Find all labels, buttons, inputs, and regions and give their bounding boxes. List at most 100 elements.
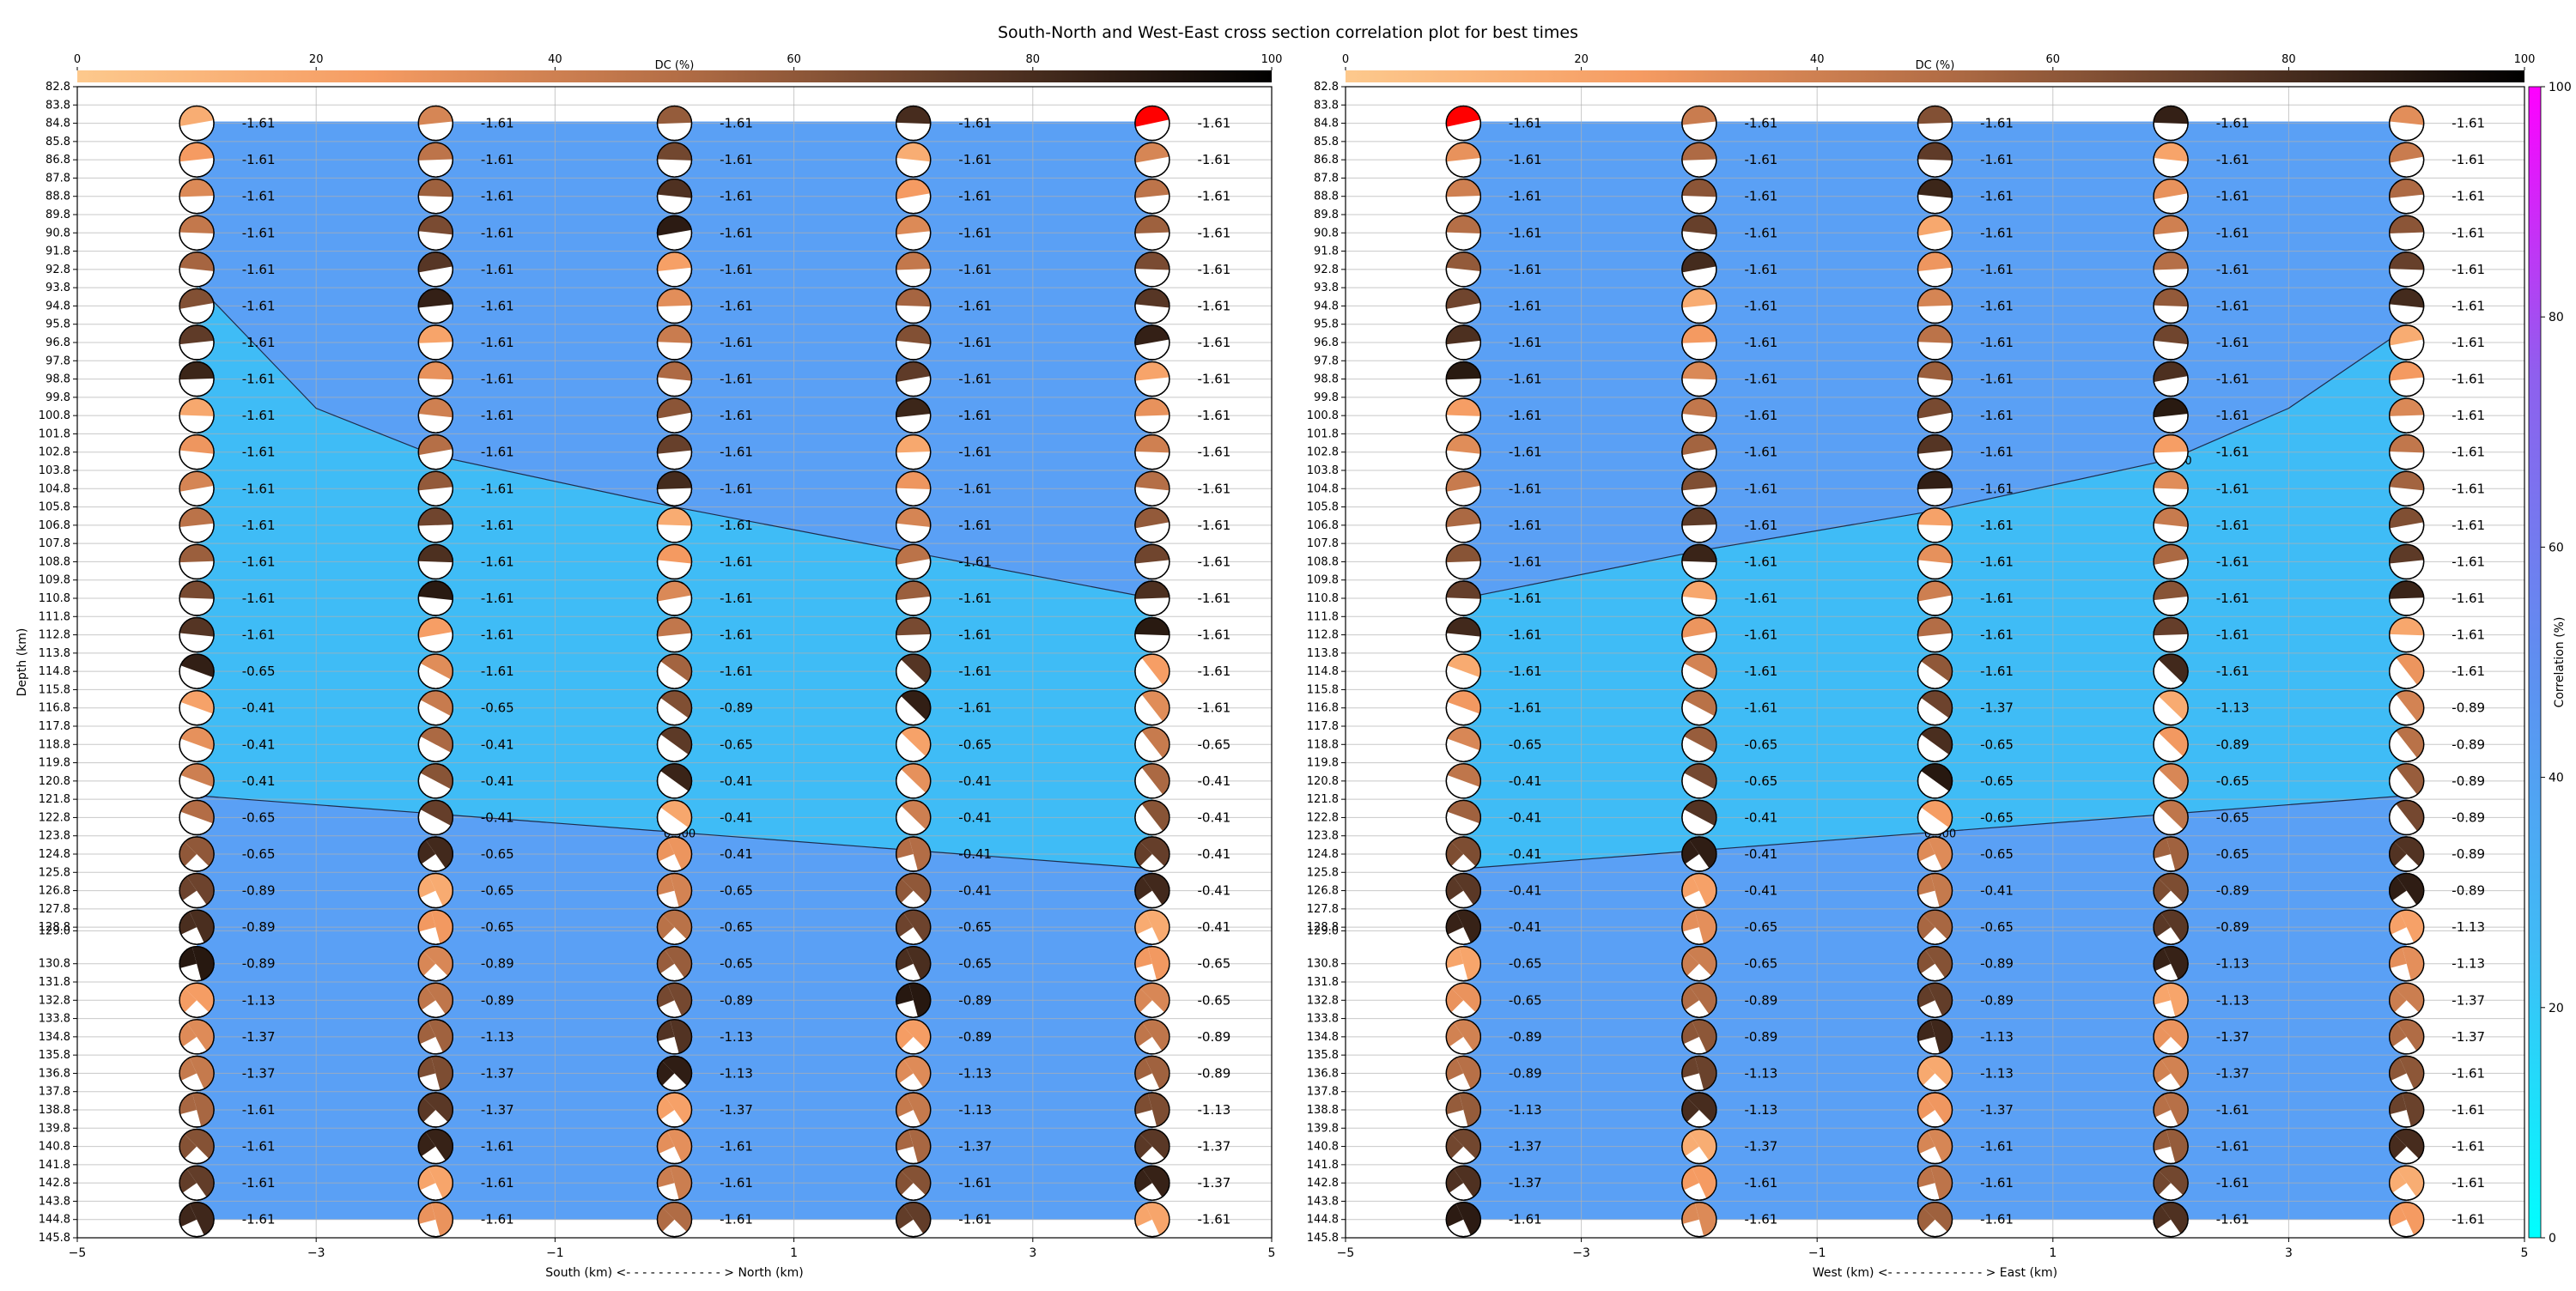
value-label: -0.41 <box>1744 883 1777 899</box>
beachball-outline <box>1134 397 1170 433</box>
y-tick-label: 103.8 <box>1307 464 1339 477</box>
beachball-outline <box>417 799 453 836</box>
beachball-quadrant <box>896 1059 914 1083</box>
beachball-compression <box>425 1129 453 1161</box>
beachball-outline <box>1917 361 1953 397</box>
beachball <box>1681 799 1717 836</box>
y-tick-label: 143.8 <box>1307 1195 1339 1208</box>
beachball-compression <box>1455 910 1481 943</box>
beachball-compression <box>1141 727 1170 759</box>
beachball <box>1134 252 1170 288</box>
beachball <box>2388 434 2425 470</box>
beachball <box>417 434 453 470</box>
beachball-outline <box>1445 470 1482 506</box>
value-label: -0.65 <box>1197 956 1230 972</box>
value-label: -1.61 <box>2216 664 2250 679</box>
beachball-outline <box>656 616 693 653</box>
value-label: -1.61 <box>2451 152 2485 167</box>
beachball <box>1445 434 1482 470</box>
y-axis: 82.883.884.885.886.887.888.889.890.891.8… <box>1307 81 1346 1245</box>
value-label: -1.61 <box>1980 262 2014 277</box>
value-label: -1.13 <box>1744 1065 1777 1081</box>
value-label: -0.41 <box>720 809 753 825</box>
beachball <box>1681 946 1717 982</box>
beachball-compression <box>1681 507 1716 526</box>
y-tick-label: 135.8 <box>1307 1049 1339 1062</box>
beachball <box>179 1019 215 1055</box>
x-tick-label: 1 <box>790 1246 798 1260</box>
beachball <box>1134 653 1170 689</box>
beachball-compression <box>191 946 215 981</box>
y-tick-label: 116.8 <box>1307 702 1339 715</box>
beachball-outline <box>2153 324 2189 361</box>
value-label: -1.61 <box>481 408 514 423</box>
x-tick-label: 1 <box>2049 1246 2057 1260</box>
value-label: -1.61 <box>1197 554 1230 569</box>
value-label: -1.61 <box>1980 225 2014 240</box>
y-tick-label: 129.0 <box>39 924 70 937</box>
beachball-compression <box>1930 1166 1953 1200</box>
beachball-outline <box>895 580 932 616</box>
beachball-quadrant <box>1134 1134 1152 1159</box>
beachball-quadrant <box>657 1207 675 1232</box>
beachball <box>179 470 215 506</box>
beachball-outline <box>656 690 693 726</box>
beachball <box>2153 1165 2189 1201</box>
beachball-compression <box>1681 142 1716 161</box>
beachball-compression <box>1451 983 1481 1013</box>
beachball <box>1134 324 1170 361</box>
beachball <box>1445 215 1482 251</box>
value-label: -1.61 <box>1744 1212 1777 1227</box>
beachball <box>1134 142 1170 178</box>
beachball-outline <box>417 252 453 288</box>
beachball-compression <box>184 1129 215 1159</box>
y-tick-label: 108.8 <box>1307 555 1339 568</box>
value-label: -1.61 <box>958 298 992 313</box>
value-label: -1.61 <box>958 445 992 460</box>
beachball <box>179 909 215 945</box>
value-label: -1.61 <box>1980 408 2014 423</box>
beachball-outline <box>417 653 453 689</box>
value-label: -1.61 <box>958 116 992 131</box>
value-label: -1.61 <box>720 1175 753 1191</box>
beachball <box>1445 288 1482 324</box>
beachball <box>1134 470 1170 506</box>
beachball <box>656 361 693 397</box>
beachball-compression <box>906 1093 931 1126</box>
value-label: -0.65 <box>1980 736 2014 752</box>
beachball-outline <box>895 690 932 726</box>
beachball <box>1917 726 1953 762</box>
value-label: -1.61 <box>481 627 514 643</box>
beachball-compression <box>2163 1093 2189 1126</box>
beachball <box>1681 361 1717 397</box>
beachball-compression <box>184 837 215 867</box>
value-label: -1.61 <box>1980 664 2014 679</box>
value-label: -1.13 <box>958 1102 992 1118</box>
value-label: -1.61 <box>720 554 753 569</box>
beachball <box>1134 1128 1170 1165</box>
beachball-compression <box>660 654 692 682</box>
y-tick-label: 115.8 <box>39 683 70 696</box>
beachball-compression <box>1455 1056 1481 1089</box>
beachball <box>2388 946 2425 982</box>
beachball <box>179 288 215 324</box>
value-label: -0.65 <box>1744 736 1777 752</box>
beachball-outline <box>179 946 215 982</box>
beachball <box>1445 690 1482 726</box>
y-tick-label: 142.8 <box>1307 1177 1339 1190</box>
beachball-outline <box>2153 507 2189 543</box>
value-label: -0.89 <box>2451 846 2485 862</box>
value-label: -0.41 <box>1509 809 1542 825</box>
value-label: -1.61 <box>1744 518 1777 533</box>
beachball-compression <box>1453 1166 1481 1197</box>
value-label: -1.61 <box>958 554 992 569</box>
beachball-outline <box>2388 142 2425 178</box>
y-tick-label: 87.8 <box>46 172 70 185</box>
value-label: -1.61 <box>2451 518 2485 533</box>
value-label: -1.61 <box>720 189 753 204</box>
beachball-quadrant <box>896 1024 914 1050</box>
beachball-compression <box>1686 1093 1716 1123</box>
beachball-compression <box>179 361 215 380</box>
beachball-outline <box>179 507 215 543</box>
beachball-outline <box>179 1128 215 1165</box>
